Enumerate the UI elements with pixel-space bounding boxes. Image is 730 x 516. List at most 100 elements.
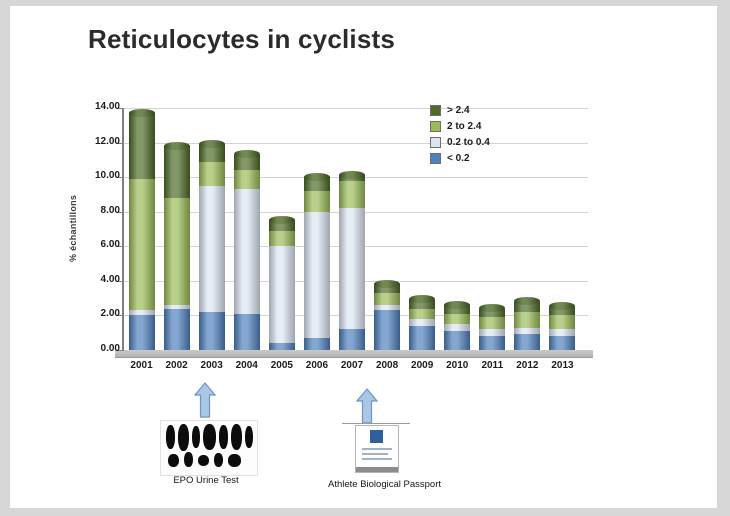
y-tick-label: 12.00 [94,135,120,147]
bar-top-cap [303,172,330,181]
x-tick-label: 2012 [516,360,539,371]
passport-baseline [342,423,410,424]
y-tick-label: 0.00 [100,343,120,354]
bar-segment [303,337,330,350]
y-tick-mark [117,142,124,144]
bar-top-cap [339,170,365,179]
y-tick-mark [117,177,124,179]
abp-caption: Athlete Biological Passport [327,479,441,490]
x-tick-label: 2010 [446,360,469,371]
passport-text-line [362,458,392,460]
y-tick-label: 2.00 [100,308,120,320]
bar-segment [514,301,541,312]
y-tick-mark [117,280,124,282]
gel-blob [219,425,228,449]
legend-label: > 2.4 [447,105,470,116]
y-tick-label: 10.00 [94,170,120,182]
bar-segment [268,246,295,344]
bar-segment [409,325,436,350]
gel-blob [203,424,216,450]
bar-segment [339,208,365,330]
gel-blob [178,424,189,451]
x-tick-label: 2007 [340,360,364,371]
bar-segment [409,318,436,326]
bar-segment [479,336,506,350]
bar-segment [268,220,295,231]
bar-segment [549,336,576,350]
bar-segment [303,211,330,338]
legend-swatch-icon [430,153,441,164]
bar-top-cap [409,295,436,304]
epo-gel-image [160,420,258,476]
bar-segment [128,178,155,311]
bar-segment [339,180,365,209]
gridline [124,108,588,109]
gel-blob [184,452,193,467]
passport-image [355,425,399,473]
bar-top-cap [479,304,506,313]
bar-segment [128,315,155,350]
bar-top-cap [268,215,295,224]
bar-segment [233,154,260,171]
bar-segment [339,329,365,350]
bar-segment [374,305,401,311]
bar-segment [374,310,401,350]
bar-top-cap [374,279,401,288]
passport-text-line [362,448,392,450]
bar-segment [514,334,541,350]
y-tick-mark [117,315,124,317]
bar-segment [444,324,471,331]
bar-segment [514,311,541,328]
bar-segment [198,161,225,186]
bar-segment [409,299,436,309]
y-tick-label: 4.00 [100,273,120,285]
bar-segment [514,327,541,335]
bar-segment [163,197,190,306]
y-tick-label: 14.00 [94,101,120,112]
bar-segment [198,185,225,312]
bar-segment [303,190,330,212]
gel-blob [231,424,242,450]
plot-area: 0.00 2.00 4.00 6.00 8.00 10.00 12.00 14.00 2001 2… [95,101,593,371]
y-tick-label: 8.00 [100,204,120,216]
page-title: Reticulocytes in cyclists [88,24,396,54]
legend-item: < 0.2 [430,153,490,164]
gel-blob [192,426,200,448]
bar-top-cap [198,139,225,148]
x-tick-label: 2006 [305,360,329,371]
bar-top-cap [549,302,576,311]
bar-segment [128,310,155,316]
bar-segment [374,292,401,306]
legend-label: 2 to 2.4 [447,121,482,132]
gridline [124,142,588,144]
gel-blob [166,425,175,449]
bar-segment [409,308,436,319]
gel-blob [245,426,253,448]
gel-blob [214,453,223,467]
gel-blob [198,455,209,466]
bar-segment [233,313,260,350]
x-tick-label: 2011 [481,360,504,371]
legend-item: > 2.4 [430,105,490,116]
gel-blob [168,454,179,467]
bar-top-cap [444,300,471,309]
slide: Reticulocytes in cyclists % échantillons… [10,6,717,508]
up-arrow-epo-icon [194,382,216,418]
y-tick-mark [117,350,124,351]
up-arrow-abp-icon [356,388,378,424]
chart-floor [115,350,593,358]
bar-segment [374,284,401,293]
epo-caption: EPO Urine Test [173,475,239,486]
bar-segment [268,343,295,350]
gel-blob [228,454,241,467]
bar-segment [549,306,576,316]
legend-label: < 0.2 [447,153,470,164]
legend-label: 0.2 to 0.4 [447,137,490,148]
legend: > 2.4 2 to 2.4 0.2 to 0.4 < 0.2 [430,105,490,169]
legend-item: 0.2 to 0.4 [430,137,490,148]
bar-segment [444,305,471,314]
bar-segment [163,308,190,350]
bar-segment [128,113,155,179]
bar-segment [444,313,471,325]
bar-segment [444,331,471,350]
